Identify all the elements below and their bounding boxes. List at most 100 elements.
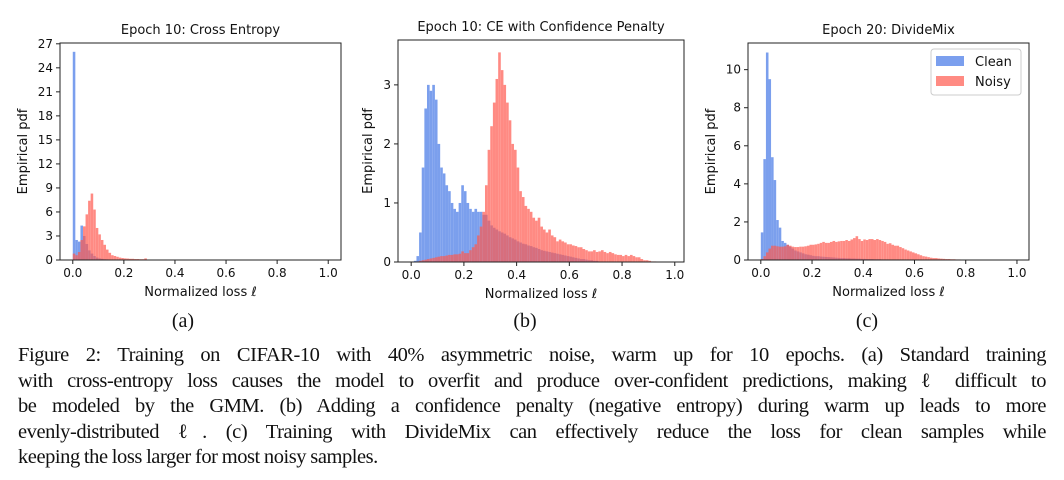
- histogram-bar: [561, 241, 565, 262]
- y-tick-label: 4: [733, 177, 741, 191]
- histogram-bar: [545, 232, 549, 262]
- histogram-bar: [574, 246, 578, 262]
- histogram-bar: [421, 167, 425, 262]
- histogram-bar: [829, 241, 833, 260]
- histogram-bar: [873, 240, 877, 260]
- histogram-bar: [619, 254, 623, 262]
- x-tick-label: 0.2: [802, 266, 821, 280]
- histogram-bar: [126, 258, 129, 260]
- histogram-bar: [566, 244, 570, 262]
- histogram-bar: [450, 202, 454, 262]
- histogram-bar: [922, 256, 925, 260]
- histogram-bar: [469, 208, 472, 262]
- histogram-bar: [535, 220, 538, 262]
- caption-line: keeping the loss larger for most noisy s…: [18, 446, 378, 468]
- histogram-bar: [453, 254, 456, 262]
- histogram-bar: [648, 260, 652, 262]
- histogram-bar: [487, 149, 491, 262]
- x-tick-label: 0.6: [905, 266, 924, 280]
- histogram-bar: [868, 239, 871, 260]
- histogram-bar: [128, 258, 132, 260]
- histogram-bar: [72, 51, 76, 260]
- subfigure-label-b: (b): [513, 310, 537, 332]
- histogram-bar: [593, 250, 596, 262]
- histogram-bar: [88, 200, 91, 260]
- y-tick-label: 6: [45, 205, 53, 219]
- histogram-bar: [837, 241, 841, 260]
- histogram-bar: [776, 246, 779, 260]
- subfigure-label-c: (c): [855, 310, 879, 332]
- histogram-bar: [426, 259, 430, 262]
- plot-frame: [59, 42, 342, 261]
- histogram-bar: [482, 211, 485, 262]
- histogram-bar: [453, 208, 456, 262]
- histogram-bar: [95, 227, 99, 260]
- y-tick-label: 27: [38, 37, 53, 51]
- histogram-bar: [781, 246, 784, 260]
- histogram-bar: [432, 257, 435, 262]
- histogram-bar: [876, 239, 879, 260]
- y-tick-label: 0: [383, 255, 391, 269]
- x-tick-label: 0.8: [268, 266, 287, 280]
- histogram-bar: [116, 256, 119, 260]
- histogram-bar: [437, 143, 441, 262]
- histogram-bar: [495, 78, 499, 263]
- histogram-bar: [845, 240, 848, 260]
- y-tick-label: 3: [383, 78, 391, 92]
- histogram-bar: [911, 252, 915, 260]
- histogram-bar: [553, 237, 557, 262]
- legend: Clean Noisy: [930, 48, 1022, 96]
- histogram-bar: [773, 180, 777, 260]
- histogram-bar: [760, 232, 764, 260]
- x-tick-label: 0.2: [114, 266, 133, 280]
- histogram-bar: [131, 258, 135, 260]
- histogram-bar: [786, 244, 789, 260]
- histogram-bar: [932, 258, 935, 260]
- histogram-bar: [75, 255, 78, 260]
- y-tick-label: 2: [383, 137, 391, 151]
- histogram-bar: [637, 257, 641, 262]
- histogram-bar: [492, 102, 496, 262]
- histogram-bar: [643, 260, 646, 262]
- histogram-bar: [103, 244, 106, 260]
- y-tick-label: 6: [733, 139, 741, 153]
- histogram-bar: [105, 249, 109, 260]
- histogram-bar: [814, 244, 818, 260]
- histogram-bar: [440, 167, 443, 262]
- histogram-bar: [794, 247, 797, 260]
- y-tick-label: 21: [38, 85, 53, 99]
- histogram-bar: [556, 241, 559, 262]
- histogram-bar: [445, 185, 449, 262]
- histogram-bar: [540, 226, 543, 262]
- histogram-bar: [550, 235, 554, 262]
- histogram-bar: [901, 248, 905, 260]
- histogram-bar: [804, 246, 807, 260]
- histogram-bar: [474, 208, 478, 262]
- histogram-bar: [616, 254, 620, 262]
- histogram-bar: [434, 257, 438, 262]
- histogram-bar: [424, 108, 427, 262]
- histogram-bar: [516, 167, 520, 262]
- x-tick-label: 0.6: [216, 266, 235, 280]
- chart-1: 0.0 0.2 0.4 0.6 0.8 1.0 0 1 2 3 Epoch 10: CE with …: [361, 20, 685, 300]
- histogram-bar: [622, 256, 625, 262]
- histogram-bar: [75, 239, 78, 260]
- histogram-bar: [929, 257, 933, 260]
- histogram-bar: [513, 149, 517, 262]
- histogram-bar: [632, 256, 636, 262]
- histogram-bar: [835, 241, 838, 260]
- histogram-bar: [629, 254, 633, 262]
- histogram-bar: [863, 239, 866, 260]
- histogram-bar: [80, 239, 83, 260]
- series-clean: [760, 52, 915, 261]
- histogram-bar: [471, 247, 475, 262]
- histogram-bar: [484, 185, 488, 262]
- histogram-bar: [881, 240, 884, 260]
- histogram-bar: [763, 159, 766, 260]
- histogram-bar: [521, 197, 525, 262]
- caption-line: with cross-entropy loss causes the model…: [18, 369, 1046, 392]
- y-axis-label: Empirical pdf: [704, 108, 719, 194]
- histogram-bar: [98, 234, 101, 260]
- figure-histograms: 0.0 0.2 0.4 0.6 0.8 1.00369121518212427Epoch …: [16, 20, 1030, 300]
- histogram-bar: [548, 229, 551, 262]
